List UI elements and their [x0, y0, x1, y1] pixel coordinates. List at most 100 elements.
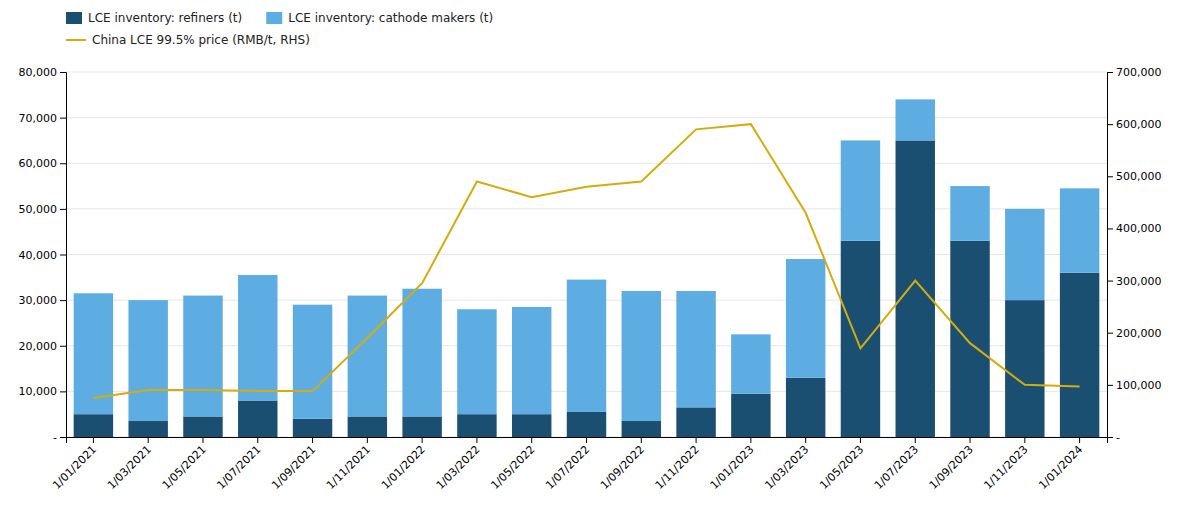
tick: 1/01/2021: [50, 437, 99, 492]
tick: 50,000: [19, 203, 67, 216]
tick-mark: [367, 437, 368, 443]
tick-mark: [860, 437, 861, 443]
bar: [676, 407, 715, 437]
tick: 1/11/2022: [653, 437, 702, 492]
tick-mark: [60, 118, 66, 119]
tick-mark: [60, 300, 66, 301]
grid-line: [66, 163, 1107, 164]
bar: [950, 241, 989, 437]
tick-label: 200,000: [1116, 327, 1162, 340]
tick-label: 1/07/2022: [543, 443, 592, 492]
bar: [1005, 300, 1044, 437]
tick-label: 1/03/2022: [434, 443, 483, 492]
tick-label: 20,000: [19, 340, 58, 353]
tick-label: 1/05/2022: [488, 443, 537, 492]
tick-label: 1/11/2021: [324, 443, 373, 492]
tick-mark: [257, 437, 258, 443]
bar: [457, 414, 496, 437]
tick: 1/05/2022: [488, 437, 537, 492]
bar: [676, 291, 715, 407]
tick-mark: [696, 437, 697, 443]
tick-mark: [1079, 437, 1080, 443]
tick-label: 1/07/2021: [214, 443, 263, 492]
y-axis: -10,00020,00030,00040,00050,00060,00070,…: [19, 66, 67, 444]
bar: [128, 421, 167, 437]
bar: [348, 296, 387, 417]
bar: [512, 414, 551, 437]
grid-line: [66, 72, 1107, 73]
bar: [402, 289, 441, 417]
tick: -: [53, 431, 66, 444]
bar: [1005, 209, 1044, 300]
grid-line: [66, 117, 1107, 118]
bar: [402, 416, 441, 437]
tick-mark: [1107, 124, 1113, 125]
tick-mark: [531, 437, 532, 443]
legend-item: LCE inventory: refiners (t): [66, 11, 242, 25]
tick: 1/09/2022: [598, 437, 647, 492]
tick-mark: [970, 437, 971, 443]
tick-label: 60,000: [19, 157, 58, 170]
tick-label: 100,000: [1116, 379, 1162, 392]
tick: 100,000: [1107, 379, 1162, 392]
tick: 1/05/2023: [817, 437, 866, 492]
tick: 400,000: [1107, 222, 1162, 235]
tick-mark: [60, 437, 66, 438]
y2-axis: -100,000200,000300,000400,000500,000600,…: [1107, 66, 1162, 444]
bar: [731, 394, 770, 437]
marks: [74, 99, 1100, 437]
bar: [786, 259, 825, 378]
tick: 1/07/2023: [872, 437, 921, 492]
bar: [128, 300, 167, 421]
tick-mark: [60, 391, 66, 392]
tick: 1/11/2021: [324, 437, 373, 492]
bar: [348, 416, 387, 437]
tick-mark: [60, 163, 66, 164]
tick: 1/05/2021: [160, 437, 209, 492]
tick-label: 1/01/2022: [379, 443, 428, 492]
bar: [183, 416, 222, 437]
bar: [74, 414, 113, 437]
bar: [896, 99, 935, 140]
tick-mark: [1107, 72, 1113, 73]
tick-mark: [422, 437, 423, 443]
legend-label: China LCE 99.5% price (RMB/t, RHS): [92, 33, 310, 47]
tick: 700,000: [1107, 66, 1162, 79]
legend-swatch: [66, 39, 86, 41]
tick: -: [1107, 431, 1120, 444]
tick: 1/01/2022: [379, 437, 428, 492]
tick-mark: [93, 437, 94, 443]
tick-label: 1/11/2022: [653, 443, 702, 492]
axis-line: [60, 73, 67, 438]
tick-label: 400,000: [1116, 222, 1162, 235]
bar: [567, 280, 606, 412]
tick: 300,000: [1107, 275, 1162, 288]
legend: LCE inventory: refiners (t) LCE inventory…: [66, 11, 493, 47]
tick-label: 1/01/2024: [1036, 443, 1085, 492]
bar: [183, 296, 222, 417]
tick-mark: [60, 255, 66, 256]
tick-label: 50,000: [19, 203, 58, 216]
bar: [841, 241, 880, 437]
tick: 1/03/2023: [762, 437, 811, 492]
tick: 500,000: [1107, 170, 1162, 183]
tick-label: 300,000: [1116, 275, 1162, 288]
legend-label: LCE inventory: cathode makers (t): [288, 11, 493, 25]
tick: 60,000: [19, 157, 67, 170]
tick: 70,000: [19, 112, 67, 125]
line: [93, 124, 1079, 398]
tick: 1/03/2021: [105, 437, 154, 492]
tick-label: 70,000: [19, 112, 58, 125]
tick-label: -: [1116, 431, 1120, 444]
tick: 1/03/2022: [434, 437, 483, 492]
bar: [293, 305, 332, 419]
tick-mark: [1107, 228, 1113, 229]
tick-label: 1/11/2023: [982, 443, 1031, 492]
tick-label: 1/07/2023: [872, 443, 921, 492]
tick-label: -: [53, 431, 57, 444]
tick-label: 1/09/2022: [598, 443, 647, 492]
tick-mark: [915, 437, 916, 443]
bar: [950, 186, 989, 241]
tick-label: 500,000: [1116, 170, 1162, 183]
tick-label: 10,000: [19, 385, 58, 398]
